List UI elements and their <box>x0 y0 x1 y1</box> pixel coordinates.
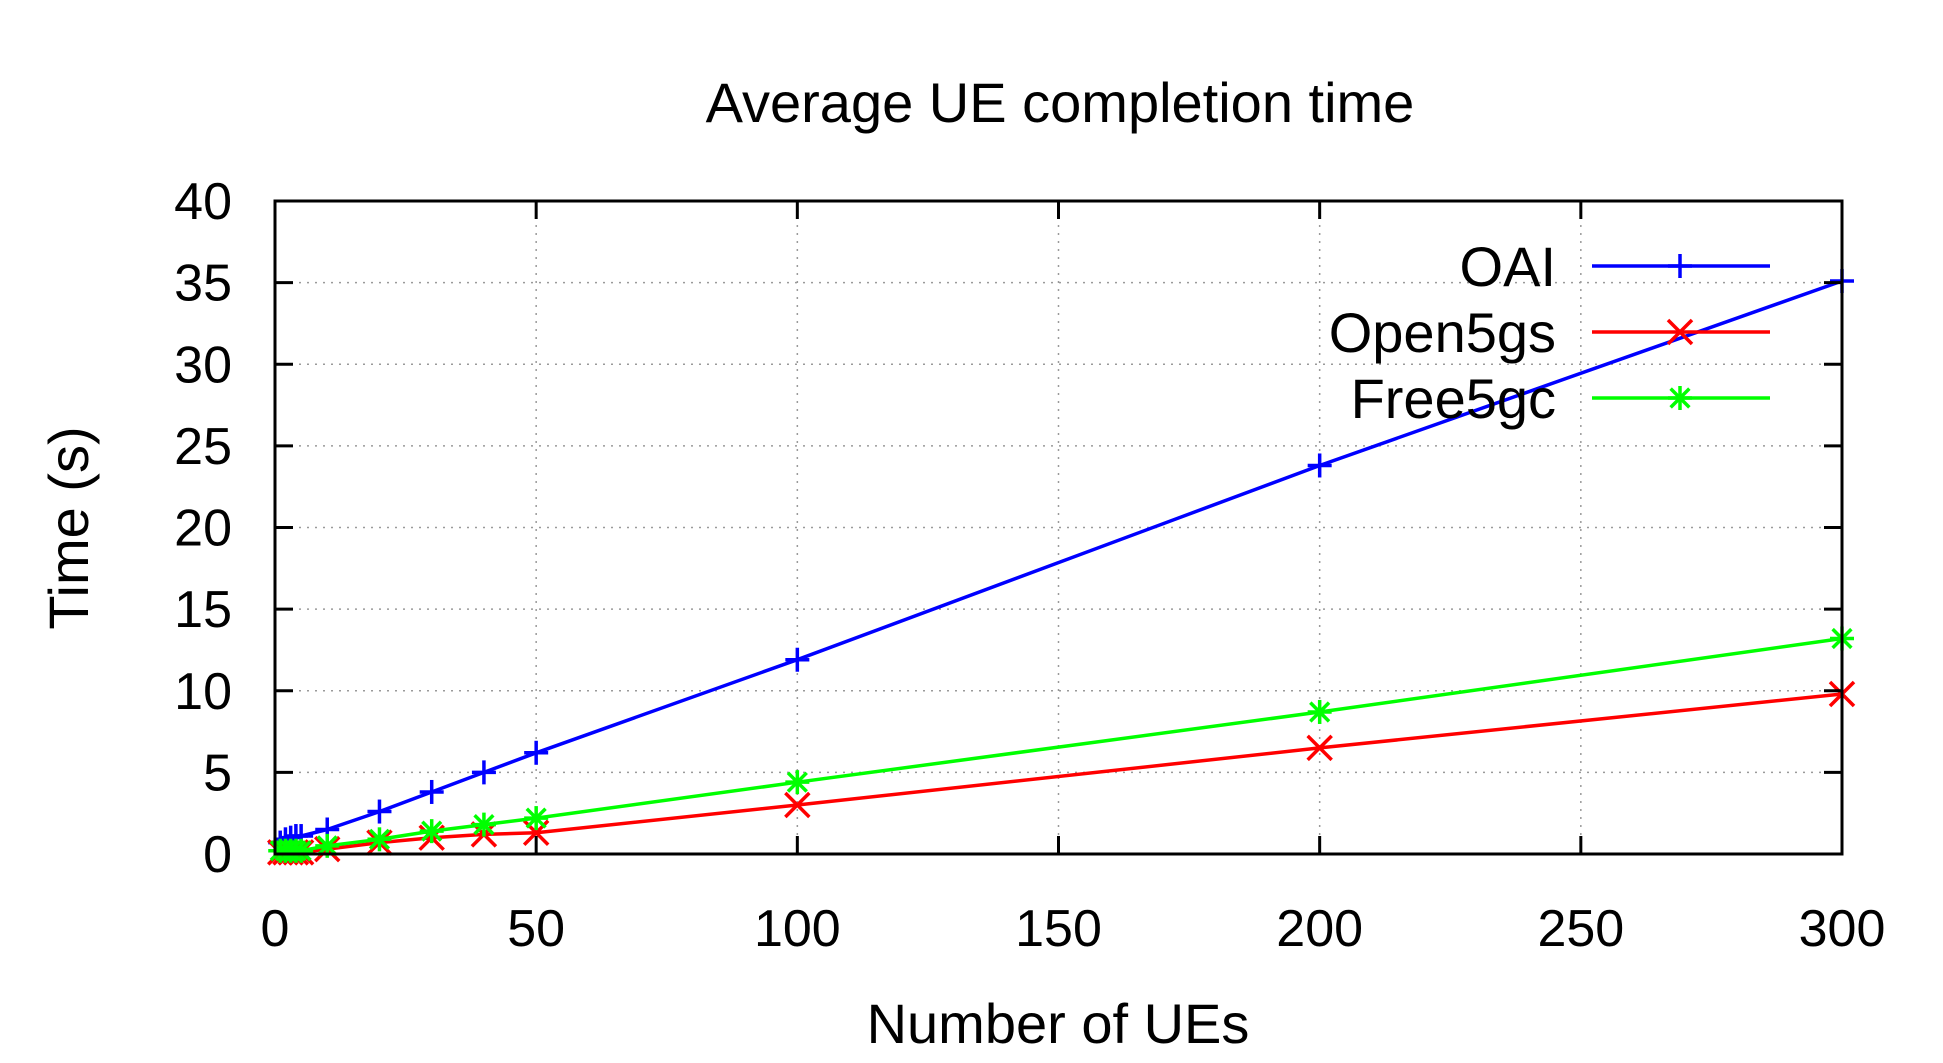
series-oai <box>268 268 1854 855</box>
y-axis-title: Time (s) <box>37 426 100 629</box>
y-tick-label: 20 <box>174 500 232 558</box>
data-point <box>1307 699 1332 724</box>
series-line <box>279 279 1843 845</box>
x-tick-label: 200 <box>1276 900 1363 958</box>
legend-label: Open5gs <box>1329 301 1556 364</box>
data-point <box>367 827 392 852</box>
data-point <box>524 740 549 765</box>
y-tick-label: 10 <box>174 663 232 721</box>
legend-item: Free5gc <box>1351 367 1770 430</box>
chart-title: Average UE completion time <box>706 71 1415 134</box>
x-tick-label: 250 <box>1537 900 1624 958</box>
x-tick-label: 100 <box>754 900 841 958</box>
x-tick-label: 150 <box>1015 900 1102 958</box>
legend-marker <box>1666 318 1694 346</box>
y-tick-label: 15 <box>174 581 232 639</box>
y-tick-label: 0 <box>203 826 232 884</box>
data-point <box>471 812 496 837</box>
series-layer <box>266 268 1856 866</box>
data-point <box>367 799 392 824</box>
x-tick-label: 0 <box>261 900 290 958</box>
data-point <box>419 779 444 804</box>
data-point <box>289 838 314 863</box>
legend-label: OAI <box>1460 235 1556 298</box>
series-line <box>280 692 1843 855</box>
x-axis-title: Number of UEs <box>867 992 1250 1055</box>
legend-item: Open5gs <box>1329 301 1770 364</box>
data-point <box>785 647 810 672</box>
axis-ticks: 0 50 100 150 200 250 300 0 5 10 15 20 25 30 35 40 <box>174 173 1885 958</box>
y-tick-label: 5 <box>203 744 232 802</box>
x-tick-label: 300 <box>1799 900 1886 958</box>
legend-label: Free5gc <box>1351 367 1556 430</box>
data-point <box>471 760 496 785</box>
legend-marker <box>1668 254 1692 278</box>
grid-lines <box>275 201 1842 854</box>
data-point <box>1307 453 1332 478</box>
data-point <box>785 770 810 795</box>
legend-item: OAI <box>1460 235 1770 298</box>
data-point <box>784 791 811 819</box>
y-tick-label: 30 <box>174 336 232 394</box>
data-point <box>524 806 549 831</box>
series-free5gc <box>268 626 1854 863</box>
y-tick-label: 25 <box>174 418 232 476</box>
y-tick-label: 35 <box>174 255 232 313</box>
data-point <box>1306 734 1333 762</box>
data-point <box>419 819 444 844</box>
series-line <box>280 636 1843 853</box>
x-tick-label: 50 <box>507 900 565 958</box>
series-open5gs <box>266 680 1856 866</box>
legend-marker <box>1668 386 1692 410</box>
y-tick-label: 40 <box>174 173 232 231</box>
